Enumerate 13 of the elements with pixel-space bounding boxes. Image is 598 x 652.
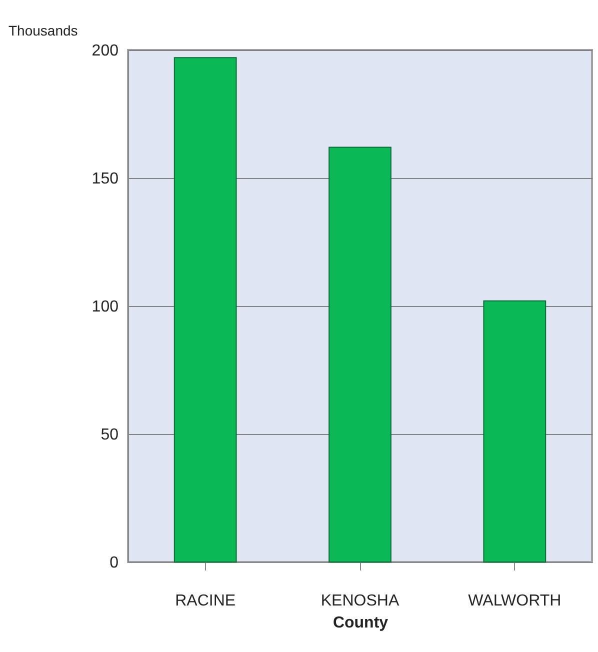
y-axis-title: Thousands [8, 22, 78, 38]
x-tick-label: WALWORTH [468, 592, 562, 610]
bar [483, 300, 546, 562]
y-tick-label: 150 [92, 170, 119, 188]
x-tick-label: KENOSHA [320, 592, 400, 610]
y-tick-label: 200 [92, 42, 119, 60]
bar [328, 146, 392, 562]
bar [174, 57, 237, 562]
x-axis-title: County [332, 614, 388, 632]
y-tick-label: 100 [92, 298, 119, 316]
y-tick-label: 50 [100, 426, 119, 444]
x-tick-label: RACINE [175, 592, 236, 610]
y-tick-label: 0 [110, 554, 119, 572]
